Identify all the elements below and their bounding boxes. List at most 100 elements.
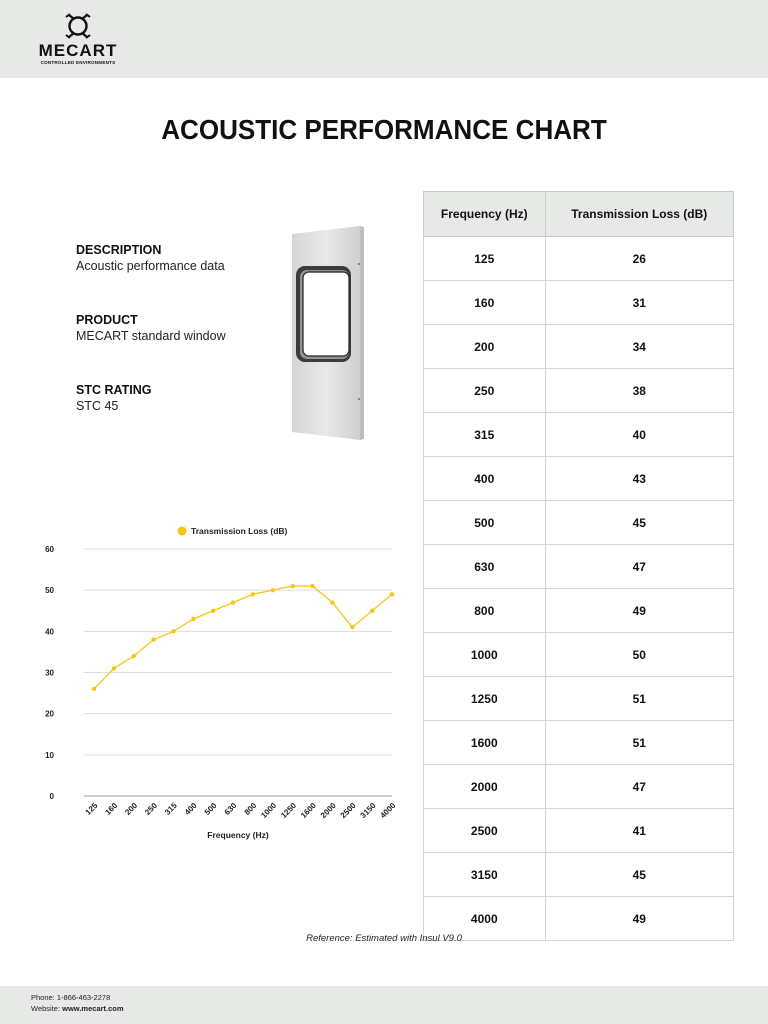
transmission-loss-cell: 49: [544, 588, 735, 633]
phone-value: 1-866-463-2278: [56, 993, 111, 1002]
data-point: [171, 629, 176, 634]
footer-phone: Phone: 1-866-463-2278: [31, 993, 110, 1002]
transmission-loss-cell: 34: [544, 324, 735, 369]
table-row: 500 45: [423, 500, 735, 545]
frequency-cell: 630: [423, 544, 546, 589]
transmission-loss-cell: 49: [544, 896, 735, 941]
x-tick-label: 1000: [259, 801, 278, 820]
stc-rating-label: STC RATING: [76, 383, 152, 397]
table-row: 125 26: [423, 236, 735, 281]
frequency-cell: 125: [423, 236, 546, 281]
header-band: [0, 0, 768, 78]
data-point: [250, 592, 256, 597]
brand-name: MECART: [38, 41, 118, 60]
table-row: 400 43: [423, 456, 735, 501]
reference-text: Estimated with Insul V9.0: [355, 933, 462, 944]
page-title: ACOUSTIC PERFORMANCE CHART: [161, 114, 607, 145]
frequency-cell: 3150: [423, 852, 546, 897]
y-tick-label: 0: [50, 792, 55, 801]
x-tick-label: 1250: [279, 801, 298, 820]
table-row: 2000 47: [423, 764, 735, 809]
footer-band: Phone: 1-866-463-2278 Website: www.mecar…: [0, 986, 768, 1024]
frequency-cell: 500: [423, 500, 546, 545]
x-axis-label: Frequency (Hz): [207, 830, 269, 840]
stc-rating-value: STC 45: [76, 399, 119, 413]
data-point: [389, 592, 395, 597]
reference-prefix: Reference:: [306, 933, 356, 944]
frequency-cell: 315: [423, 412, 546, 457]
website-label: Website:: [31, 1004, 63, 1013]
product-label: PRODUCT: [76, 313, 138, 327]
table-row: 2500 41: [423, 808, 735, 853]
frequency-cell: 400: [423, 456, 546, 501]
y-tick-label: 10: [45, 751, 54, 760]
table-body: 125 26 160 31 200 34 250 38 315 40 400 43 500 45 630 47…: [423, 236, 735, 941]
table-row: 800 49: [423, 588, 735, 633]
data-point: [151, 637, 156, 642]
table-row: 315 40: [423, 412, 735, 457]
y-tick-label: 40: [45, 627, 54, 636]
x-axis-ticks: 125 160 200 250 315 400 500 630 800 1000 1250 1600 2…: [84, 801, 398, 820]
data-point: [310, 583, 315, 589]
frequency-cell: 4000: [423, 896, 546, 941]
x-tick-label: 160: [103, 801, 119, 817]
product-value: MECART standard window: [76, 329, 226, 343]
table-row: 4000 49: [423, 896, 735, 941]
transmission-loss-cell: 47: [544, 764, 735, 809]
y-tick-label: 30: [45, 669, 54, 678]
reference-note: Reference: Estimated with Insul V9.0: [0, 933, 768, 944]
window-product-image: [292, 226, 364, 440]
legend-swatch: [177, 526, 187, 536]
x-tick-label: 2000: [319, 801, 338, 820]
table-row: 250 38: [423, 368, 735, 413]
frequency-cell: 2500: [423, 808, 546, 853]
series-points: [91, 583, 395, 692]
frequency-cell: 1000: [423, 632, 546, 677]
data-point: [211, 608, 216, 613]
frequency-cell: 160: [423, 280, 546, 325]
info-block: DESCRIPTION Acoustic performance data PR…: [76, 243, 286, 453]
table-row: 3150 45: [423, 852, 735, 897]
frequency-cell: 800: [423, 588, 546, 633]
table-row: 1250 51: [423, 676, 735, 721]
logo: MECART CONTROLLED ENVIRONMENTS: [28, 12, 128, 70]
transmission-loss-cell: 31: [544, 280, 735, 325]
frequency-table: Frequency (Hz) Transmission Loss (dB) 12…: [423, 191, 735, 941]
x-tick-label: 800: [243, 801, 259, 817]
transmission-loss-cell: 50: [544, 632, 735, 677]
transmission-loss-chart: 0 10 20 30 40 50 60 125 160 200 250 315 400 500 630 80…: [45, 526, 398, 840]
table-row: 1600 51: [423, 720, 735, 765]
description-value: Acoustic performance data: [76, 259, 225, 273]
column-header-frequency: Frequency (Hz): [423, 191, 546, 237]
transmission-loss-cell: 51: [544, 676, 735, 721]
table-row: 1000 50: [423, 632, 735, 677]
column-header-transmission-loss: Transmission Loss (dB): [544, 191, 735, 237]
x-tick-label: 500: [203, 801, 219, 817]
brand-tagline: CONTROLLED ENVIRONMENTS: [40, 60, 116, 65]
transmission-loss-cell: 38: [544, 368, 735, 413]
x-tick-label: 4000: [378, 801, 397, 820]
transmission-loss-cell: 40: [544, 412, 735, 457]
legend-label: Transmission Loss (dB): [191, 526, 288, 536]
transmission-loss-cell: 41: [544, 808, 735, 853]
x-tick-label: 400: [183, 801, 199, 817]
x-tick-label: 125: [84, 801, 100, 817]
x-tick-label: 2500: [339, 801, 358, 820]
frequency-cell: 2000: [423, 764, 546, 809]
data-point: [191, 616, 196, 622]
x-tick-label: 1600: [299, 801, 318, 820]
transmission-loss-cell: 51: [544, 720, 735, 765]
phone-label: Phone:: [31, 993, 57, 1002]
transmission-loss-cell: 47: [544, 544, 735, 589]
table-row: 160 31: [423, 280, 735, 325]
website-link[interactable]: www.mecart.com: [62, 1004, 124, 1013]
transmission-loss-cell: 45: [544, 500, 735, 545]
frequency-cell: 1250: [423, 676, 546, 721]
frequency-cell: 200: [423, 324, 546, 369]
x-tick-label: 250: [143, 801, 159, 817]
transmission-loss-cell: 45: [544, 852, 735, 897]
frequency-cell: 250: [423, 368, 546, 413]
x-tick-label: 630: [223, 801, 239, 817]
data-point: [91, 686, 97, 692]
transmission-loss-cell: 43: [544, 456, 735, 501]
